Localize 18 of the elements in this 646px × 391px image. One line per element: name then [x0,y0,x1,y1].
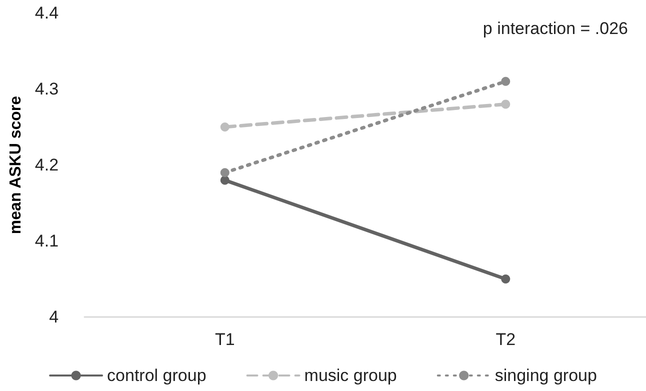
point [220,176,230,185]
y-tick-label: 4.1 [34,232,59,250]
y-tick-label: 4.2 [34,156,59,174]
x-tick-label: T2 [496,330,516,349]
y-tick-label: 4.4 [34,4,59,22]
legend-label: music group [304,366,397,385]
annotation: p interaction = .026 [482,19,628,38]
y-tick-label: 4 [49,308,59,326]
legend-label: singing group [494,366,597,385]
point [501,76,510,86]
point [220,122,230,132]
point [501,100,510,109]
x-tick-label: T1 [214,330,235,349]
point [501,274,510,284]
point [220,168,230,178]
y-axis-title: mean ASKU score [8,96,24,234]
legend-label: control group [107,366,206,385]
y-tick-label: 4.3 [34,80,59,98]
